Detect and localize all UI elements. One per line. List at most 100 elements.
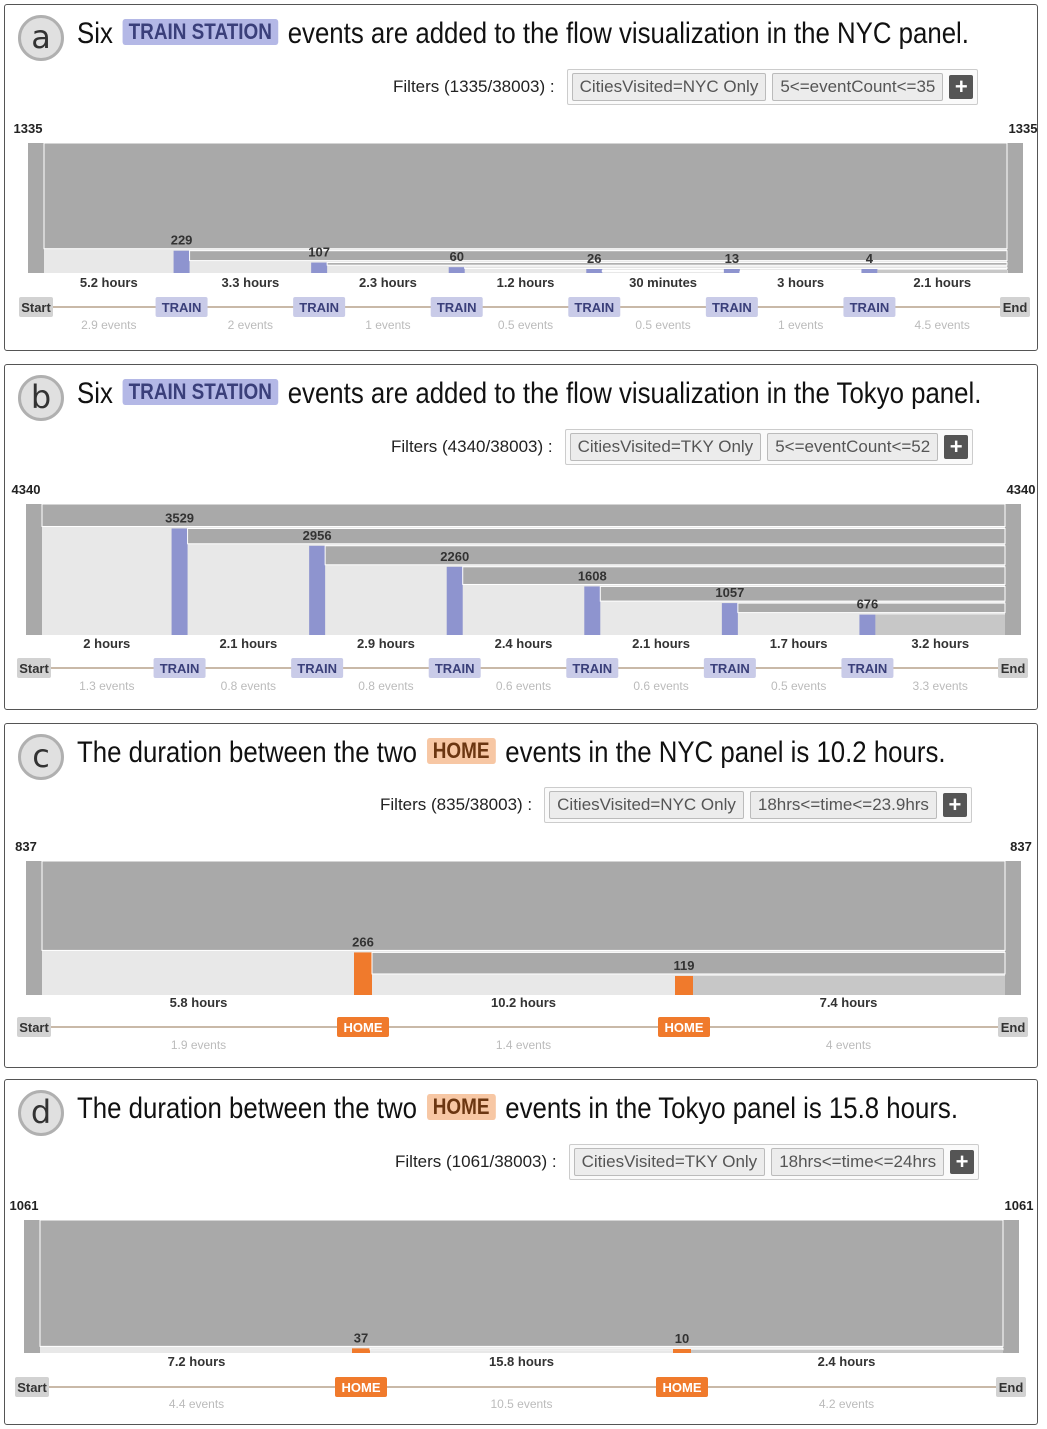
event-label-bg — [291, 658, 344, 678]
gap-duration-label: 7.4 hours — [820, 995, 878, 1010]
gap-events-label: 0.8 events — [358, 679, 413, 693]
add-filter-button[interactable]: + — [944, 435, 969, 459]
gap-events-label: 10.5 events — [490, 1397, 552, 1411]
event-node-bar — [446, 566, 463, 635]
filter-bar: Filters (1061/38003) : CitiesVisited=TKY… — [395, 1144, 980, 1180]
gap-events-label: 4.4 events — [169, 1397, 224, 1411]
gap-duration-label: 3.2 hours — [911, 636, 969, 651]
event-node-bar — [352, 1348, 370, 1353]
event-node-bar — [859, 614, 876, 635]
start-label-bg — [19, 297, 53, 317]
event-label: TRAIN — [712, 300, 752, 315]
flow-visualization: 3529 2956 2260 1608 1057 676 4340 4340 Start End T… — [12, 482, 1036, 693]
gap-events-label: 0.5 events — [771, 679, 826, 693]
filters-label: Filters (835/38003) : — [380, 795, 533, 814]
flow-visualization: 37 10 1061 1061 Start End HOME HOME 7.2 hours 4.4… — [10, 1198, 1034, 1411]
panel-caption: Six TRAIN STATION events are added to th… — [77, 17, 969, 51]
event-node-bar — [448, 267, 465, 273]
start-label: Start — [17, 1380, 47, 1395]
gap-duration-label: 1.2 hours — [497, 275, 555, 290]
event-label: HOME — [665, 1020, 704, 1035]
flow-band — [877, 270, 1007, 273]
event-node-bar — [354, 952, 372, 995]
gap-events-label: 2.9 events — [81, 318, 136, 332]
event-node-bar — [586, 269, 603, 273]
gap-events-label: 1.3 events — [79, 679, 134, 693]
add-filter-button[interactable]: + — [942, 793, 967, 817]
start-label: Start — [21, 300, 51, 315]
filter-bar: Filters (1335/38003) : CitiesVisited=NYC… — [393, 69, 979, 105]
end-label-bg — [998, 1017, 1028, 1037]
caption-text-before: The duration between the two — [77, 1092, 417, 1125]
caption-text-after: events in the Tokyo panel is 15.8 hours. — [505, 1092, 958, 1125]
gap-events-label: 1 events — [365, 318, 410, 332]
gap-events-label: 3.3 events — [913, 679, 968, 693]
gap-duration-label: 5.2 hours — [80, 275, 138, 290]
event-count-label: 107 — [308, 245, 330, 260]
event-label: HOME — [344, 1020, 383, 1035]
event-label-bg — [705, 297, 758, 317]
event-count-label: 676 — [857, 597, 879, 612]
gap-events-label: 0.8 events — [221, 679, 276, 693]
filter-chip-condition[interactable]: 5<=eventCount<=35 — [772, 73, 944, 101]
event-label-bg — [841, 658, 894, 678]
add-filter-button[interactable]: + — [949, 75, 974, 99]
panel-badge: a — [18, 15, 64, 61]
event-node-bar — [173, 250, 190, 273]
end-count-label: 4340 — [1007, 482, 1036, 497]
gap-duration-label: 2.9 hours — [357, 636, 415, 651]
panel-badge: d — [18, 1090, 64, 1136]
filter-chip-city[interactable]: CitiesVisited=TKY Only — [569, 433, 762, 461]
start-label: Start — [19, 1020, 49, 1035]
start-node-bar — [28, 143, 44, 273]
panel-d: d The duration between the two HOME even… — [4, 1079, 1038, 1425]
flow-band — [187, 527, 1006, 545]
caption-text-after: events are added to the flow visualizati… — [287, 17, 969, 50]
gap-events-label: 0.5 events — [498, 318, 553, 332]
panel-a: a Six TRAIN STATION events are added to … — [4, 4, 1038, 351]
flow-band — [462, 566, 1006, 585]
event-count-label: 13 — [725, 251, 739, 266]
flow-visualization: 229 107 60 26 13 4 1335 1335 Start End TRAIN TRAIN T… — [14, 121, 1038, 332]
end-count-label: 837 — [1010, 839, 1032, 854]
start-count-label: 4340 — [12, 482, 41, 497]
flow-band — [43, 142, 1008, 250]
event-node-bar — [723, 269, 740, 273]
gap-duration-label: 2.3 hours — [359, 275, 417, 290]
flow-band — [41, 860, 1006, 951]
gap-duration-label: 5.8 hours — [170, 995, 228, 1010]
flow-band — [693, 975, 1005, 995]
caption-text-before: The duration between the two — [77, 736, 417, 769]
flow-band — [41, 503, 1006, 527]
gap-duration-label: 2.4 hours — [818, 1354, 876, 1369]
panel-badge: b — [18, 375, 64, 421]
gap-duration-label: 2.1 hours — [632, 636, 690, 651]
filter-chip-city[interactable]: CitiesVisited=NYC Only — [571, 73, 767, 101]
event-label-bg — [153, 658, 206, 678]
flow-visualization: 266 119 837 837 Start End HOME HOME 5.8 hours 1.9… — [15, 839, 1032, 1052]
event-count-label: 3529 — [165, 510, 194, 525]
filter-bar: Filters (4340/38003) : CitiesVisited=TKY… — [391, 429, 974, 465]
event-label: TRAIN — [710, 661, 750, 676]
event-label: TRAIN — [162, 300, 202, 315]
filter-chip-city[interactable]: CitiesVisited=TKY Only — [573, 1148, 766, 1176]
event-label-bg — [293, 297, 346, 317]
gap-duration-label: 2.1 hours — [913, 275, 971, 290]
event-label-bg — [703, 658, 756, 678]
filter-chip-condition[interactable]: 18hrs<=time<=23.9hrs — [749, 791, 937, 819]
start-label: Start — [19, 661, 49, 676]
end-label: End — [1001, 661, 1026, 676]
add-filter-button[interactable]: + — [950, 1150, 975, 1174]
event-label-bg — [430, 297, 483, 317]
flow-band — [371, 951, 1006, 975]
filter-chip-container: CitiesVisited=NYC Only 18hrs<=time<=23.9… — [544, 787, 972, 823]
event-count-label: 60 — [449, 249, 463, 264]
event-count-label: 229 — [171, 233, 193, 248]
gap-events-label: 2 events — [228, 318, 273, 332]
end-label: End — [999, 1380, 1024, 1395]
gap-duration-label: 15.8 hours — [489, 1354, 554, 1369]
filter-chip-city[interactable]: CitiesVisited=NYC Only — [549, 791, 744, 819]
flow-band — [324, 545, 1006, 566]
filter-chip-condition[interactable]: 18hrs<=time<=24hrs — [771, 1148, 945, 1176]
filter-chip-condition[interactable]: 5<=eventCount<=52 — [767, 433, 939, 461]
